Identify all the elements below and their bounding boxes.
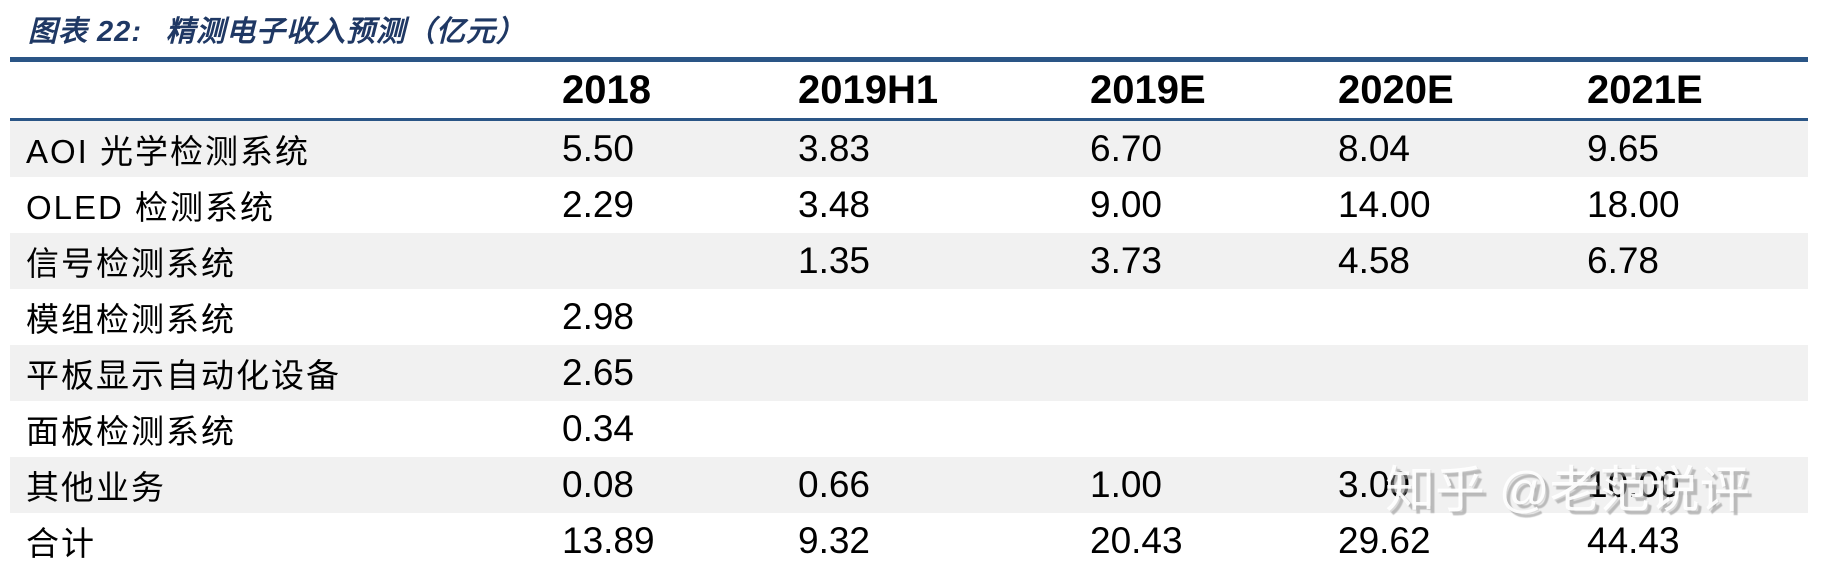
row-label: 平板显示自动化设备 bbox=[26, 357, 341, 394]
figure-caption: 图表 22: 精测电子收入预测（亿元） bbox=[28, 8, 526, 50]
value-cell bbox=[1575, 289, 1808, 345]
value-cell: 44.43 bbox=[1587, 520, 1680, 561]
value-cell bbox=[1575, 345, 1808, 401]
header-cell-label bbox=[10, 59, 550, 121]
value-cell bbox=[1326, 345, 1575, 401]
value-cell bbox=[786, 345, 1078, 401]
value-cell: 13.89 bbox=[562, 520, 655, 561]
table-row: 面板检测系统 0.34 bbox=[10, 401, 1808, 457]
value-cell: 9.00 bbox=[1090, 184, 1163, 225]
header-cell-2021e: 2021E bbox=[1575, 59, 1808, 121]
header-row: 2018 2019H1 2019E 2020E 2021E bbox=[10, 59, 1808, 121]
value-cell bbox=[786, 401, 1078, 457]
table-row: OLED 检测系统 2.29 3.48 9.00 14.00 18.00 bbox=[10, 177, 1808, 233]
value-cell bbox=[1078, 401, 1326, 457]
value-cell: 3.73 bbox=[1090, 240, 1163, 281]
value-cell bbox=[1078, 289, 1326, 345]
revenue-forecast-table: 2018 2019H1 2019E 2020E 2021E AOI 光学检测系统… bbox=[10, 57, 1808, 569]
value-cell: 1.35 bbox=[798, 240, 871, 281]
row-label: 面板检测系统 bbox=[26, 413, 236, 450]
value-cell: 3.48 bbox=[798, 184, 871, 225]
value-cell bbox=[1575, 401, 1808, 457]
value-cell: 0.66 bbox=[798, 464, 871, 505]
value-cell: 18.00 bbox=[1587, 184, 1680, 225]
header-cell-2020e: 2020E bbox=[1326, 59, 1575, 121]
header-cell-2018: 2018 bbox=[550, 59, 786, 121]
value-cell: 9.32 bbox=[798, 520, 871, 561]
value-cell bbox=[786, 289, 1078, 345]
value-cell: 2.65 bbox=[562, 352, 635, 393]
value-cell: 1.00 bbox=[1090, 464, 1163, 505]
value-cell bbox=[1078, 345, 1326, 401]
value-cell: 29.62 bbox=[1338, 520, 1431, 561]
header-cell-2019h1: 2019H1 bbox=[786, 59, 1078, 121]
value-cell: 3.00 bbox=[1338, 464, 1411, 505]
value-cell bbox=[1326, 289, 1575, 345]
value-cell: 6.70 bbox=[1090, 128, 1163, 169]
value-cell: 9.65 bbox=[1587, 128, 1660, 169]
value-cell: 2.98 bbox=[562, 296, 635, 337]
value-cell: 2.29 bbox=[562, 184, 635, 225]
value-cell: 10.00 bbox=[1587, 464, 1680, 505]
value-cell: 5.50 bbox=[562, 128, 635, 169]
value-cell: 6.78 bbox=[1587, 240, 1660, 281]
value-cell: 4.58 bbox=[1338, 240, 1411, 281]
value-cell bbox=[1326, 401, 1575, 457]
table-row: 平板显示自动化设备 2.65 bbox=[10, 345, 1808, 401]
value-cell: 20.43 bbox=[1090, 520, 1183, 561]
table-row: AOI 光学检测系统 5.50 3.83 6.70 8.04 9.65 bbox=[10, 119, 1808, 177]
header-cell-2019e: 2019E bbox=[1078, 59, 1326, 121]
table-header: 2018 2019H1 2019E 2020E 2021E bbox=[10, 59, 1808, 121]
value-cell bbox=[550, 233, 786, 289]
table-row: 信号检测系统 1.35 3.73 4.58 6.78 bbox=[10, 233, 1808, 289]
value-cell: 0.34 bbox=[562, 408, 635, 449]
value-cell: 8.04 bbox=[1338, 128, 1411, 169]
row-label: 合计 bbox=[26, 525, 96, 562]
row-label: 信号检测系统 bbox=[26, 245, 236, 282]
table-row: 其他业务 0.08 0.66 1.00 3.00 10.00 bbox=[10, 457, 1808, 513]
row-label: 其他业务 bbox=[26, 469, 166, 506]
figure-number: 图表 22: bbox=[28, 16, 142, 48]
value-cell: 3.83 bbox=[798, 128, 871, 169]
table-row: 模组检测系统 2.98 bbox=[10, 289, 1808, 345]
row-label: 模组检测系统 bbox=[26, 301, 236, 338]
figure-title: 精测电子收入预测（亿元） bbox=[165, 16, 526, 48]
value-cell: 0.08 bbox=[562, 464, 635, 505]
table-body: AOI 光学检测系统 5.50 3.83 6.70 8.04 9.65 OLED… bbox=[10, 119, 1808, 569]
table-row-total: 合计 13.89 9.32 20.43 29.62 44.43 bbox=[10, 513, 1808, 569]
row-label: AOI 光学检测系统 bbox=[26, 133, 311, 170]
value-cell: 14.00 bbox=[1338, 184, 1431, 225]
row-label: OLED 检测系统 bbox=[26, 189, 276, 226]
